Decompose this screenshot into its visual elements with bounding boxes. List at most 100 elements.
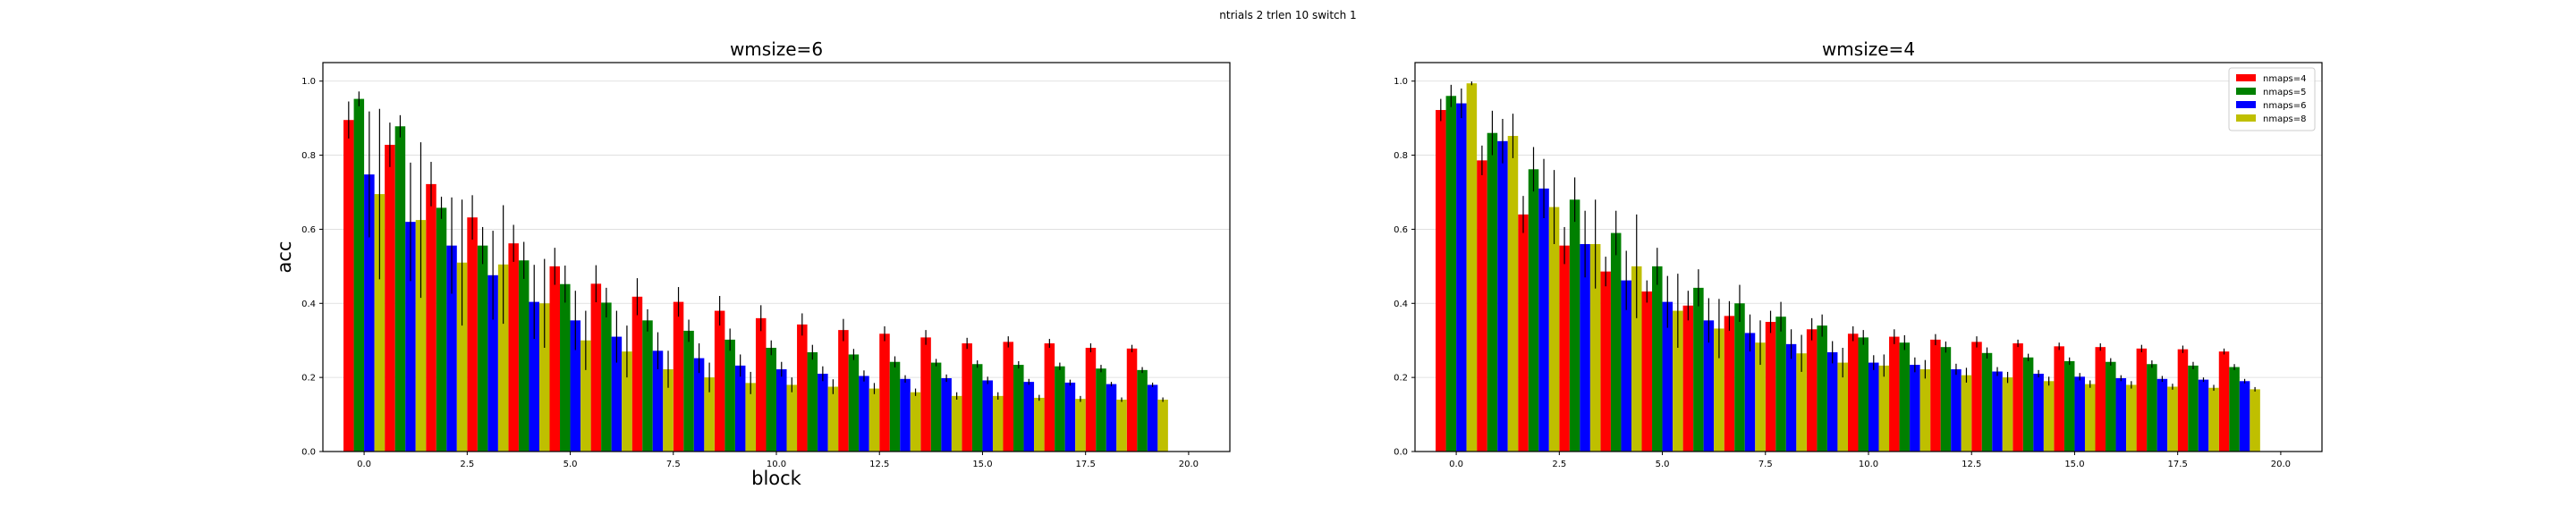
bar	[560, 283, 571, 452]
bar	[1559, 245, 1570, 452]
x-tick-label: 20.0	[1179, 460, 1199, 469]
bar	[1569, 199, 1580, 452]
bar	[2002, 377, 2013, 452]
series-s2	[353, 91, 1148, 452]
y-tick-label: 0.0	[301, 448, 316, 458]
bar	[766, 348, 776, 452]
bar	[374, 194, 386, 452]
bar	[1693, 287, 1704, 452]
bar	[1682, 305, 1694, 452]
x-axis-label: block	[751, 468, 802, 489]
bar	[1023, 382, 1035, 452]
y-tick-label: 0.8	[1394, 151, 1408, 161]
bar	[1744, 333, 1756, 452]
bar	[2106, 361, 2116, 452]
bar	[1445, 96, 1457, 452]
bar	[1734, 303, 1745, 452]
x-tick-label: 2.5	[1552, 460, 1566, 469]
bar	[1785, 343, 1797, 452]
bar	[1610, 232, 1622, 452]
series-nmaps=4	[1436, 98, 2230, 452]
bar	[1930, 339, 1941, 452]
x-tick-label: 10.0	[767, 460, 786, 469]
bar	[1641, 291, 1653, 452]
bar	[549, 266, 561, 452]
bar	[734, 365, 746, 452]
bar	[2126, 384, 2137, 452]
y-axis-label: acc	[274, 241, 295, 274]
bar	[1837, 362, 1848, 452]
bar	[570, 320, 581, 452]
bar	[1003, 342, 1014, 452]
bar	[992, 395, 1004, 452]
y-tick-label: 1.0	[301, 77, 316, 87]
bar	[631, 296, 643, 452]
bar	[910, 392, 921, 452]
bar	[889, 361, 901, 452]
bar	[1075, 399, 1086, 452]
bar	[1940, 347, 1952, 452]
legend-label: nmaps=5	[2263, 88, 2307, 97]
bar	[2177, 349, 2189, 452]
bar	[2136, 348, 2148, 452]
y-tick-label: 0.2	[301, 374, 316, 384]
bar	[683, 330, 694, 452]
bar	[1157, 400, 1168, 452]
bar	[1796, 353, 1807, 452]
bar	[1910, 365, 1920, 452]
bar	[2198, 379, 2209, 452]
bar	[1714, 328, 1724, 452]
bar	[1621, 280, 1631, 452]
chart-title: wmsize=4	[1822, 38, 1915, 60]
bar	[497, 264, 509, 452]
bar	[2054, 346, 2064, 452]
bar	[1826, 351, 1838, 452]
bar	[1981, 352, 1993, 452]
bar	[1064, 382, 1076, 452]
bar	[1899, 342, 1911, 452]
bar	[1044, 343, 1055, 452]
bar	[446, 245, 457, 452]
bar	[456, 262, 468, 452]
bar	[385, 144, 395, 452]
x-tick-label: 2.5	[460, 460, 474, 469]
bar	[1755, 342, 1766, 452]
bar	[807, 351, 818, 452]
bar	[2157, 378, 2168, 452]
bar	[529, 301, 539, 452]
bar	[869, 388, 880, 452]
bar	[1096, 368, 1106, 452]
bar	[1652, 266, 1663, 452]
bar	[1116, 400, 1127, 452]
panel-2: 0.0 2.5 5.0 7.5 10.0 12.5 15.0 17.5 20.0 0.0 0.2 0.…	[1394, 38, 2323, 469]
bar	[1775, 317, 1786, 452]
bar	[2218, 351, 2230, 452]
bar	[818, 374, 828, 452]
bar	[879, 333, 890, 452]
bar	[838, 330, 849, 452]
bar	[2208, 387, 2219, 452]
bar	[2229, 367, 2240, 452]
x-tick-label: 0.0	[357, 460, 371, 469]
bar	[900, 378, 911, 452]
bar	[2063, 360, 2075, 452]
bar	[797, 324, 808, 452]
bar	[1806, 329, 1818, 452]
bar	[941, 377, 952, 452]
bar	[1055, 366, 1065, 452]
x-tick-label: 20.0	[2271, 460, 2291, 469]
bar	[467, 217, 478, 452]
bar	[2043, 381, 2055, 452]
legend-label: nmaps=6	[2263, 101, 2307, 111]
legend: nmaps=4 nmaps=5 nmaps=6 nmaps=8	[2228, 67, 2316, 131]
bar	[1961, 375, 1972, 452]
bar	[1847, 333, 1859, 452]
x-tick-label: 10.0	[1859, 460, 1878, 469]
bar	[1013, 365, 1024, 452]
legend-label: nmaps=8	[2263, 114, 2307, 124]
bar	[1878, 365, 1890, 452]
x-tick-label: 17.5	[2168, 460, 2188, 469]
bar	[1631, 266, 1642, 452]
bar	[2095, 347, 2106, 452]
